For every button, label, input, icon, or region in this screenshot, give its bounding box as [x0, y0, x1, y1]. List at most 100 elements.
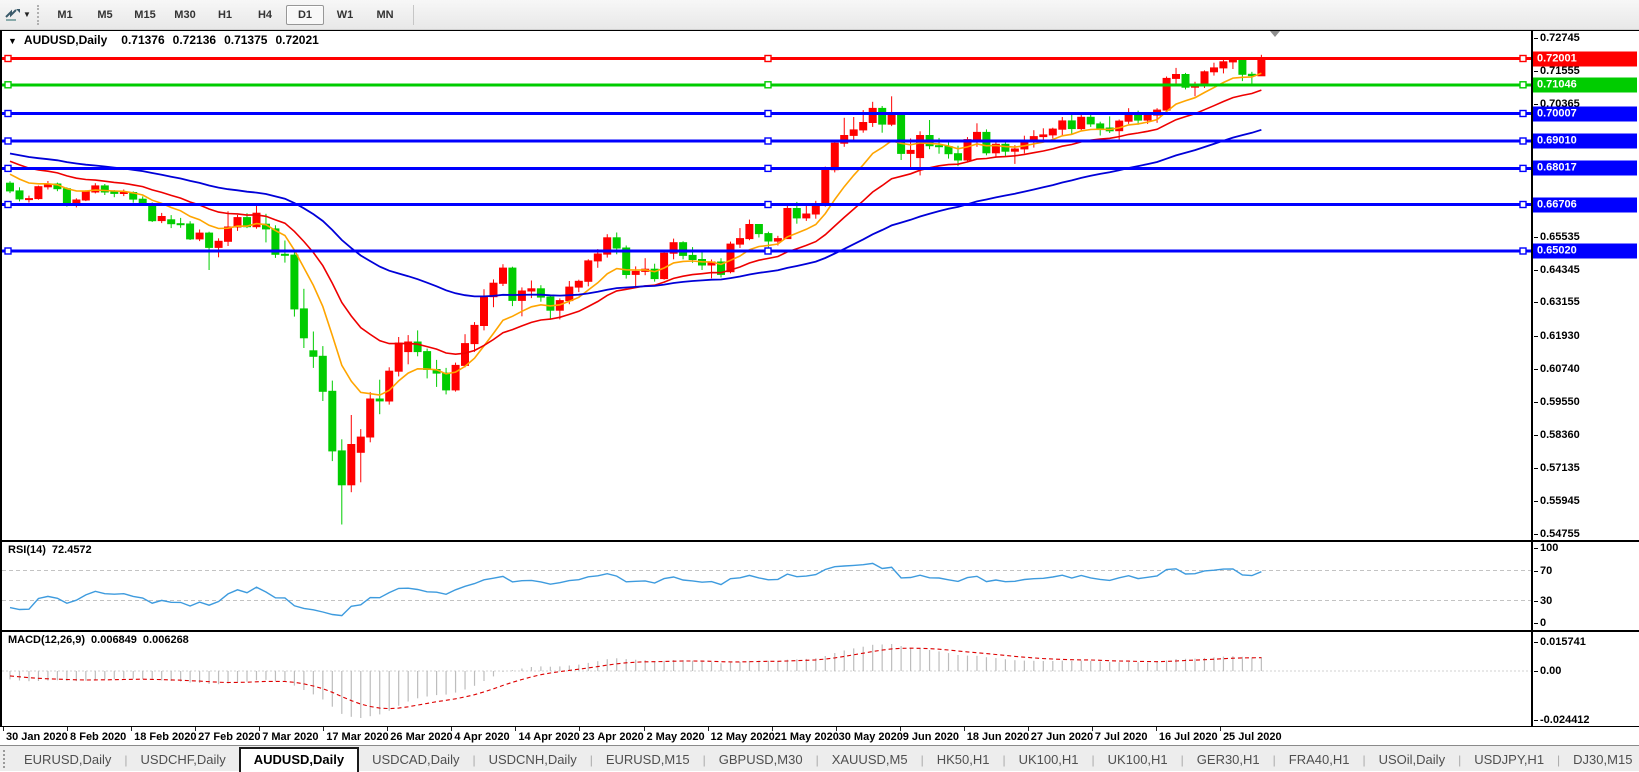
timeframe-button-h4[interactable]: H4	[257, 8, 273, 21]
tab-separator: |	[815, 753, 819, 767]
date-tick-label: 30 May 2020	[838, 731, 903, 743]
price-axis[interactable]: 0.72745 0.71555 0.70365 0.65535 0.64345 0.631…	[1533, 30, 1639, 727]
toolbar-grip[interactable]	[37, 4, 39, 25]
price-chart-canvas[interactable]	[0, 30, 1533, 745]
level-line-handle	[764, 54, 772, 63]
candle	[100, 185, 109, 193]
timeframe-button-m5[interactable]: M5	[97, 8, 113, 21]
candle	[404, 341, 413, 353]
candle	[849, 129, 858, 136]
candle	[1257, 57, 1266, 77]
candle	[148, 203, 157, 222]
candle	[1077, 116, 1086, 130]
candle	[745, 224, 754, 240]
chart-shift-marker-icon[interactable]	[1270, 31, 1280, 37]
tabbar-grip[interactable]	[3, 750, 5, 768]
candle	[1067, 120, 1076, 130]
candle	[205, 232, 214, 248]
candle	[584, 260, 593, 282]
date-tick-label: 27 Feb 2020	[198, 731, 261, 743]
candle	[167, 219, 176, 225]
rsi-panel-splitter[interactable]	[0, 540, 1639, 542]
timeframe-button-m1[interactable]: M1	[57, 8, 73, 21]
date-axis[interactable]: 30 Jan 2020 8 Feb 2020 18 Feb 2020 27 Feb 2…	[0, 727, 1533, 745]
candle	[186, 223, 195, 240]
timeframe-button-w1[interactable]: W1	[336, 8, 354, 21]
candle	[612, 237, 621, 249]
candle	[565, 286, 574, 302]
level-line-handle	[1519, 247, 1527, 255]
price-level-badge: 0.65020	[1533, 243, 1637, 259]
candle	[356, 436, 365, 453]
one-click-trading-collapse-icon[interactable]: ▼	[8, 36, 17, 46]
macd-panel-splitter[interactable]	[0, 630, 1639, 632]
level-line-handle	[764, 137, 772, 145]
tab-xauusd-m5[interactable]: XAUUSD,M5	[831, 752, 908, 767]
macd-signal-value: 0.006268	[142, 634, 189, 646]
candle	[176, 223, 185, 226]
tab-ger30-h1[interactable]: GER30,H1	[1196, 752, 1260, 767]
level-line-handle	[1519, 164, 1527, 173]
tab-eurusd-daily[interactable]: EURUSD,Daily	[24, 752, 112, 767]
candle	[1039, 134, 1048, 138]
price-tick-label: 0.61930	[1534, 330, 1580, 343]
candle	[119, 192, 128, 194]
candle	[15, 190, 24, 200]
tab-usdjpy-h1[interactable]: USDJPY,H1	[1474, 752, 1545, 767]
rsi-value: 72.4572	[51, 544, 92, 556]
level-line-handle	[4, 81, 12, 89]
candle	[726, 243, 735, 273]
date-tick-label: 18 Jun 2020	[966, 731, 1030, 743]
tab-usdchf-daily[interactable]: USDCHF,Daily	[140, 752, 226, 767]
timeframe-button-m30[interactable]: M30	[174, 8, 196, 21]
level-line-handle	[764, 164, 772, 173]
timeframe-button-m15[interactable]: M15	[134, 8, 156, 21]
tab-uk100-h1[interactable]: UK100,H1	[1018, 752, 1079, 767]
charts-toolbar-icon[interactable]: ▼	[3, 4, 33, 26]
price-tick-label: 0.57135	[1534, 462, 1580, 475]
tab-usdcnh-daily[interactable]: USDCNH,Daily	[488, 752, 577, 767]
candle	[1162, 77, 1171, 111]
timeframe-button-mn[interactable]: MN	[376, 8, 394, 21]
candle	[138, 198, 147, 205]
candle	[811, 205, 820, 215]
price-level-badge: 0.68017	[1533, 160, 1637, 176]
candle	[81, 191, 90, 201]
tab-gbpusd-m30[interactable]: GBPUSD,M30	[718, 752, 803, 767]
level-line-handle	[1519, 54, 1527, 63]
candle	[1228, 60, 1237, 63]
date-tick-label: 17 Mar 2020	[326, 731, 389, 743]
candle	[916, 135, 925, 159]
timeframe-toolbar: M1 M5 M15 M30 H1 H4 D1 W1 MN	[45, 0, 405, 29]
macd-tick-label: -0.024412	[1534, 714, 1590, 727]
candle	[527, 288, 536, 292]
timeframe-button-d1[interactable]: D1	[286, 4, 324, 25]
chart-top-border	[0, 30, 1639, 31]
candle	[963, 139, 972, 161]
candle	[546, 296, 555, 311]
candle	[1172, 74, 1180, 79]
price-tick-label: 0.72745	[1534, 32, 1580, 44]
tab-audusd-daily[interactable]: AUDUSD,Daily	[238, 747, 360, 772]
candle	[574, 280, 583, 288]
tab-hk50-h1[interactable]: HK50,H1	[936, 752, 990, 767]
tab-fra40-h1[interactable]: FRA40,H1	[1288, 752, 1350, 767]
tab-separator: |	[920, 753, 924, 767]
candle	[878, 107, 887, 125]
price-tick-label: 0.58360	[1534, 428, 1580, 441]
tab-usdcad-daily[interactable]: USDCAD,Daily	[372, 752, 460, 767]
tab-eurusd-m15[interactable]: EURUSD,M15	[605, 752, 690, 767]
candle	[157, 216, 166, 222]
date-tick	[835, 727, 837, 731]
tab-dj30-m15[interactable]: DJ30,M15	[1573, 752, 1633, 767]
level-line-handle	[4, 137, 12, 145]
tab-uk100-h1[interactable]: UK100,H1	[1107, 752, 1168, 767]
candle	[328, 390, 337, 452]
candle	[290, 254, 299, 310]
timeframe-button-h1[interactable]: H1	[217, 8, 233, 21]
tab-separator: |	[1557, 753, 1561, 767]
candle	[935, 145, 943, 148]
date-tick	[1091, 727, 1093, 731]
tab-usoil-daily[interactable]: USOil,Daily	[1378, 752, 1446, 767]
rsi-tick-label: 0	[1533, 617, 1547, 629]
